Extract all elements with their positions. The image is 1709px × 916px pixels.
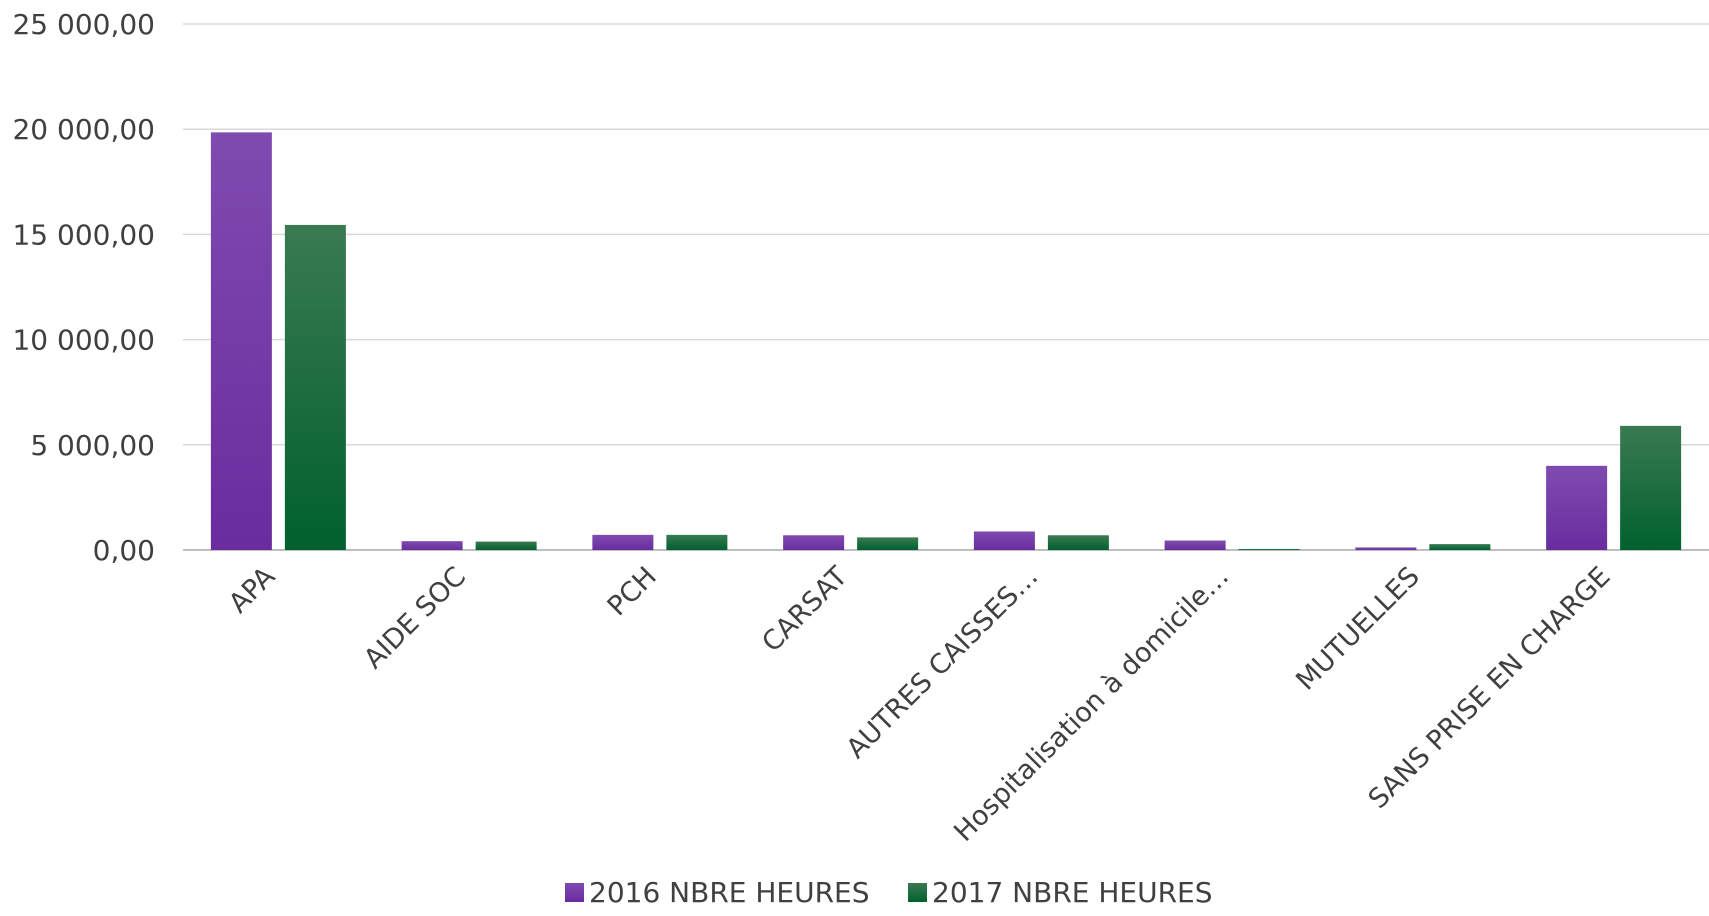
bar-aide-soc-2016-nbre-heures <box>401 541 463 550</box>
bar-carsat-2016-nbre-heures <box>783 535 845 550</box>
legend: 2016 NBRE HEURES 2017 NBRE HEURES <box>565 876 1213 909</box>
bar-mutuelles-2017-nbre-heures <box>1429 544 1491 550</box>
x-category-label: MUTUELLES <box>1290 561 1426 697</box>
x-category-label: CARSAT <box>756 561 854 659</box>
y-tick-label: 5 000,00 <box>30 429 155 462</box>
bar-apa-2017-nbre-heures <box>284 224 346 550</box>
x-category-label: AIDE SOC <box>358 561 472 675</box>
bar-mutuelles-2016-nbre-heures <box>1355 547 1417 550</box>
bar-carsat-2017-nbre-heures <box>857 537 919 550</box>
bar-pch-2016-nbre-heures <box>592 534 654 550</box>
bar-autres-caisses-2016-nbre-heures <box>973 531 1035 550</box>
y-tick-label: 20 000,00 <box>12 113 155 146</box>
x-category-label: AUTRES CAISSES… <box>841 561 1045 765</box>
y-tick-label: 25 000,00 <box>12 8 155 41</box>
legend-swatch-2017-nbre-heures <box>908 883 927 902</box>
y-axis-tick-labels: 0,00 5 000,00 10 000,00 15 000,00 20 000,00 2… <box>12 8 155 567</box>
bar-hospitalisation-a-domicile-2016-nbre-heures <box>1164 540 1226 550</box>
bars <box>210 132 1682 550</box>
x-category-label: PCH <box>602 561 663 622</box>
legend-label-2016-nbre-heures: 2016 NBRE HEURES <box>589 876 870 909</box>
bar-hospitalisation-a-domicile-2017-nbre-heures <box>1238 549 1300 550</box>
y-tick-label: 15 000,00 <box>12 218 155 251</box>
gridlines <box>183 23 1709 551</box>
bar-autres-caisses-2017-nbre-heures <box>1047 535 1109 550</box>
legend-swatch-2016-nbre-heures <box>565 883 584 902</box>
bar-pch-2017-nbre-heures <box>666 534 728 550</box>
y-tick-label: 0,00 <box>93 534 155 567</box>
bar-apa-2016-nbre-heures <box>210 132 272 550</box>
bar-sans-prise-en-charge-2017-nbre-heures <box>1620 425 1682 550</box>
bar-aide-soc-2017-nbre-heures <box>475 541 537 550</box>
bar-sans-prise-en-charge-2016-nbre-heures <box>1546 465 1608 550</box>
x-category-label: APA <box>223 561 282 620</box>
legend-label-2017-nbre-heures: 2017 NBRE HEURES <box>932 876 1213 909</box>
y-tick-label: 10 000,00 <box>12 324 155 357</box>
